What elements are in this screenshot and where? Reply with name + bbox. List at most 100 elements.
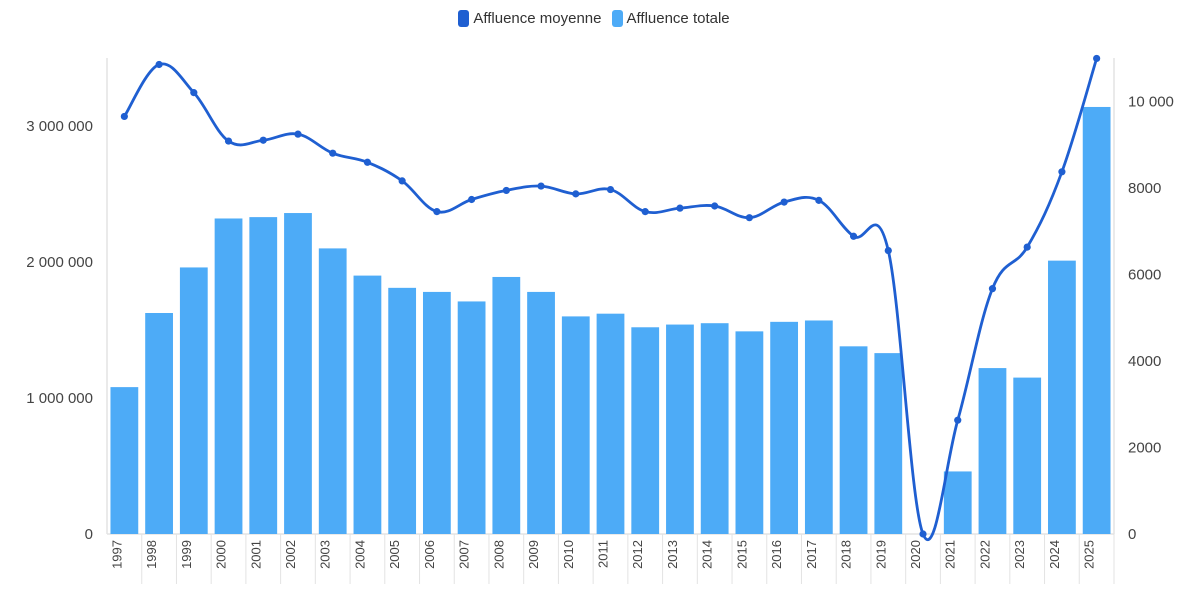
line-point[interactable]: [711, 202, 719, 210]
line-point[interactable]: [849, 232, 858, 240]
y-right-tick-label: 2000: [1128, 439, 1161, 456]
line-point[interactable]: [259, 136, 267, 144]
bar[interactable]: [318, 248, 347, 534]
y-left-tick-label: 0: [85, 526, 93, 543]
x-tick-label: 2022: [977, 540, 992, 569]
x-tick-label: 2025: [1082, 540, 1097, 569]
line-point[interactable]: [398, 177, 406, 185]
bar[interactable]: [527, 291, 555, 534]
bar[interactable]: [1048, 260, 1076, 534]
x-tick-label: 2019: [873, 540, 888, 569]
x-tick-label: 2011: [596, 540, 611, 568]
bar[interactable]: [770, 321, 799, 534]
x-tick-label: 2010: [561, 540, 576, 569]
line-point[interactable]: [329, 149, 337, 157]
line-point[interactable]: [468, 195, 476, 204]
legend-label-affluence-totale: Affluence totale: [626, 10, 730, 27]
bar[interactable]: [422, 291, 451, 534]
x-tick-label: 2013: [665, 540, 680, 569]
x-tick-label: 2012: [630, 540, 645, 569]
x-tick-label: 2017: [804, 540, 819, 569]
bar[interactable]: [214, 218, 243, 535]
x-tick-label: 2005: [387, 540, 402, 569]
line-point[interactable]: [224, 137, 233, 145]
x-tick-label: 2020: [908, 540, 923, 569]
line-point[interactable]: [919, 530, 927, 538]
bar[interactable]: [353, 275, 382, 534]
x-tick-label: 2003: [318, 540, 333, 569]
line-point[interactable]: [433, 208, 441, 216]
x-tick-label: 2009: [526, 540, 541, 569]
x-tick-label: 2023: [1012, 540, 1027, 569]
line-point[interactable]: [815, 196, 823, 204]
bar[interactable]: [1013, 377, 1042, 534]
y-right-tick-label: 6000: [1128, 266, 1161, 283]
bar[interactable]: [943, 471, 972, 534]
y-left-tick-label: 3 000 000: [26, 118, 93, 135]
bar[interactable]: [179, 267, 208, 534]
bar[interactable]: [457, 301, 486, 534]
bar[interactable]: [804, 320, 833, 534]
legend-swatch-line: [458, 10, 470, 27]
chart-legend: Affluence moyenne Affluence totale: [0, 10, 1188, 27]
line-point[interactable]: [572, 190, 580, 198]
x-tick-label: 2000: [214, 540, 229, 569]
line-point[interactable]: [190, 89, 198, 97]
x-tick-label: 2015: [734, 540, 749, 569]
legend-item-affluence-totale[interactable]: Affluence totale: [611, 10, 730, 27]
bar[interactable]: [874, 353, 903, 534]
bar[interactable]: [839, 346, 868, 534]
line-point[interactable]: [988, 285, 997, 293]
x-tick-label: 2004: [352, 540, 367, 569]
x-tick-label: 1999: [179, 540, 194, 569]
bar[interactable]: [492, 276, 521, 534]
line-point[interactable]: [780, 198, 788, 206]
bar[interactable]: [666, 324, 694, 534]
bar[interactable]: [631, 327, 660, 534]
x-tick-label: 2016: [769, 540, 784, 569]
x-tick-label: 2006: [422, 540, 437, 569]
line-point[interactable]: [884, 246, 892, 255]
line-point[interactable]: [954, 416, 962, 424]
legend-item-affluence-moyenne[interactable]: Affluence moyenne: [458, 10, 602, 27]
bar[interactable]: [388, 287, 417, 534]
line-point[interactable]: [1023, 243, 1031, 251]
x-tick-label: 2007: [457, 540, 472, 569]
line-point[interactable]: [606, 185, 615, 194]
x-tick-label: 2002: [283, 540, 298, 569]
line-point[interactable]: [155, 60, 163, 69]
bar[interactable]: [145, 313, 173, 534]
line-point[interactable]: [537, 182, 545, 190]
line-point[interactable]: [1058, 168, 1066, 176]
bar[interactable]: [978, 368, 1007, 534]
x-tick-label: 1997: [109, 540, 124, 569]
bar[interactable]: [700, 323, 729, 534]
bar[interactable]: [1082, 106, 1111, 535]
y-right-tick-label: 8000: [1128, 180, 1161, 197]
x-tick-label: 2008: [491, 540, 506, 569]
y-right-tick-label: 0: [1128, 526, 1136, 543]
line-point[interactable]: [1093, 54, 1101, 63]
line-point[interactable]: [676, 204, 684, 212]
line-point[interactable]: [363, 158, 372, 166]
line-point[interactable]: [745, 214, 753, 222]
line-point[interactable]: [120, 112, 128, 121]
x-tick-label: 2021: [943, 540, 958, 569]
line-point[interactable]: [294, 130, 302, 138]
bar[interactable]: [284, 213, 312, 535]
x-tick-label: 2014: [700, 540, 715, 569]
bar[interactable]: [596, 313, 625, 534]
line-point[interactable]: [502, 186, 510, 195]
bar[interactable]: [110, 387, 139, 534]
bar[interactable]: [249, 217, 278, 534]
x-tick-label: 2024: [1047, 540, 1062, 569]
y-right-tick-label: 4000: [1128, 353, 1161, 370]
bar[interactable]: [735, 331, 764, 534]
y-left-tick-label: 1 000 000: [26, 390, 93, 407]
legend-swatch-bars: [611, 10, 623, 27]
legend-label-affluence-moyenne: Affluence moyenne: [473, 10, 602, 27]
bar[interactable]: [561, 316, 590, 534]
y-right-tick-label: 10 000: [1128, 93, 1174, 110]
line-point[interactable]: [641, 208, 649, 216]
